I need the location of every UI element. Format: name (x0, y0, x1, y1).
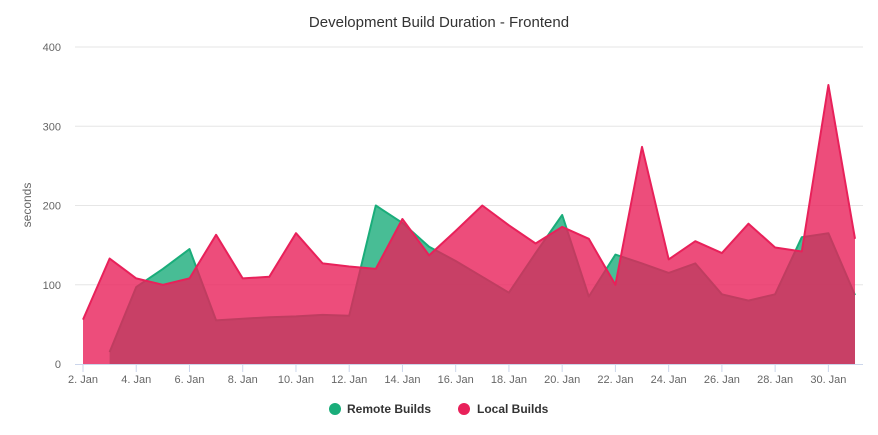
x-tick-label: 20. Jan (544, 374, 580, 386)
x-tick-label: 18. Jan (491, 374, 527, 386)
x-tick-label: 22. Jan (597, 374, 633, 386)
legend-item-local-builds[interactable]: Local Builds (458, 402, 549, 416)
series-areas (82, 84, 856, 364)
x-tick-label: 6. Jan (174, 374, 204, 386)
x-tick-label: 16. Jan (438, 374, 474, 386)
y-tick-label: 300 (43, 121, 61, 133)
legend-label-local-builds: Local Builds (477, 402, 549, 416)
x-tick-label: 4. Jan (121, 374, 151, 386)
series-line-local-builds[interactable] (82, 84, 856, 320)
y-tick-label: 100 (43, 280, 61, 292)
x-axis: 2. Jan 4. Jan 6. Jan 8. Jan 10. Jan 12. Jan 14… (68, 364, 863, 386)
x-tick-label: 2. Jan (68, 374, 98, 386)
legend[interactable]: Remote Builds Local Builds (329, 402, 549, 416)
y-tick-label: 400 (43, 42, 61, 54)
x-tick-label: 28. Jan (757, 374, 793, 386)
legend-label-remote-builds: Remote Builds (347, 402, 431, 416)
legend-marker-local-builds (458, 403, 470, 415)
y-axis-ticks: 0 100 200 300 400 (43, 42, 61, 371)
y-tick-label: 200 (43, 201, 61, 213)
legend-marker-remote-builds (329, 403, 341, 415)
y-tick-label: 0 (55, 359, 61, 371)
x-tick-label: 26. Jan (704, 374, 740, 386)
area-fill-local-builds[interactable] (83, 85, 855, 364)
chart-title: Development Build Duration - Frontend (309, 14, 569, 31)
x-tick-label: 30. Jan (810, 374, 846, 386)
y-axis-title: seconds (20, 183, 34, 228)
x-tick-label: 10. Jan (278, 374, 314, 386)
x-tick-label: 8. Jan (228, 374, 258, 386)
x-tick-label: 12. Jan (331, 374, 367, 386)
x-tick-label: 24. Jan (651, 374, 687, 386)
x-tick-label: 14. Jan (384, 374, 420, 386)
legend-item-remote-builds[interactable]: Remote Builds (329, 402, 431, 416)
